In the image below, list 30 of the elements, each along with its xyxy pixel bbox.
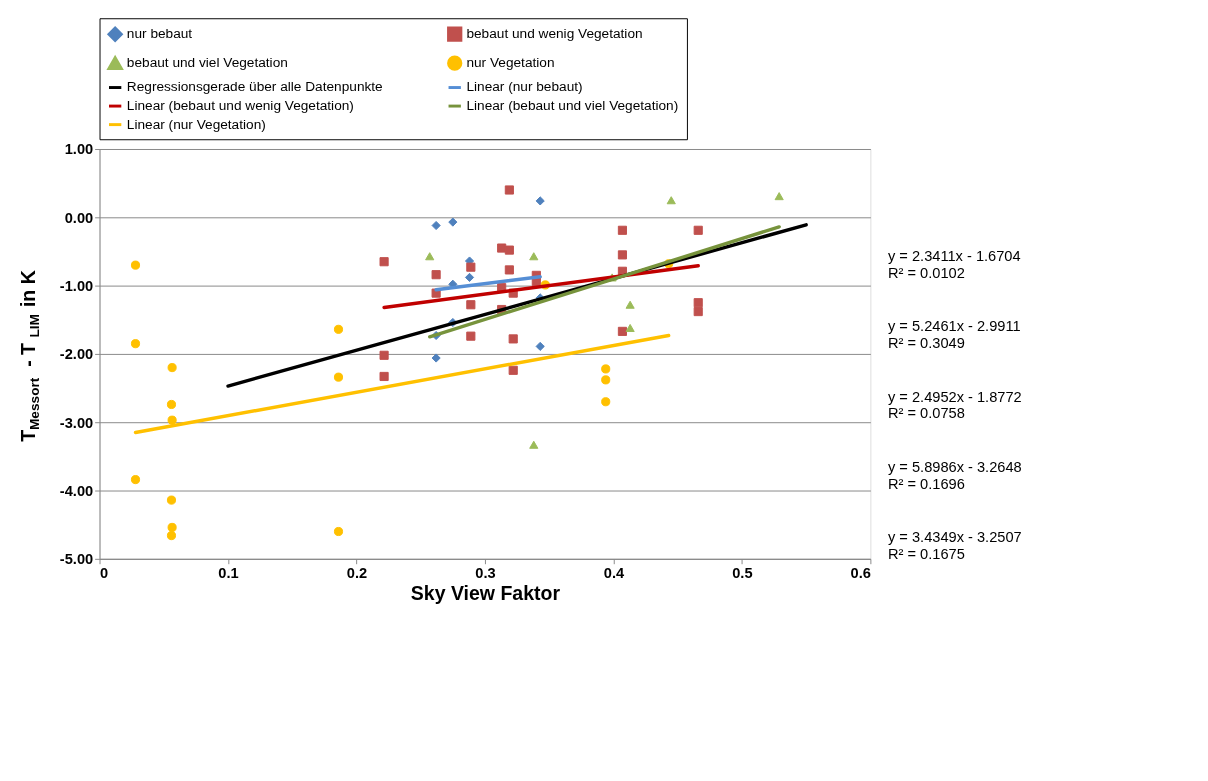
x-tick-label: 0.4 [603, 564, 625, 581]
y-tick-label: -2.00 [59, 346, 94, 363]
y-axis-title: TMessort - TLIM in K [17, 270, 43, 442]
text: y = 3.4349x - 3.2507 R² = 0.1675 [887, 529, 1022, 562]
legend-label: bebaut und viel Vegetation [126, 55, 288, 71]
y-tick-label: 1.00 [64, 141, 94, 158]
x-tick-label: 0.1 [218, 564, 239, 581]
legend-label: Linear (nur Vegetation) [126, 116, 266, 132]
x-axis-title: Sky View Faktor [410, 582, 561, 605]
legend-label: Linear (nur bebaut) [466, 79, 583, 95]
legend-label: bebaut und wenig Vegetation [466, 26, 643, 42]
legend-label: nur Vegetation [466, 55, 555, 71]
legend-label: nur bebaut [126, 26, 193, 42]
legend-label: Regressionsgerade über alle Datenpunkte [126, 79, 383, 95]
y-tick-label: 0.00 [64, 209, 94, 226]
x-tick-label: 0.2 [346, 564, 368, 581]
y-tick-label: -4.00 [59, 482, 94, 499]
y-tick-label: -3.00 [59, 414, 94, 431]
legend-label: Linear (bebaut und viel Vegetation) [466, 97, 679, 113]
text: y = 2.4952x - 1.8772 R² = 0.0758 [887, 388, 1022, 422]
x-tick-label: 0.6 [850, 564, 871, 581]
text: y = 5.2461x - 2.9911 R² = 0.3049 [887, 318, 1021, 352]
x-tick-label: 0 [100, 564, 109, 581]
y-tick-label: -1.00 [59, 277, 94, 294]
text: y = 2.3411x - 1.6704 R² = 0.0102 [887, 248, 1021, 281]
x-tick-label: 0.5 [732, 564, 753, 581]
text: y = 5.8986x - 3.2648 R² = 0.1696 [887, 458, 1022, 492]
legend-label: Linear (bebaut und wenig Vegetation) [126, 97, 354, 113]
y-tick-label: -5.00 [59, 551, 94, 568]
x-tick-label: 0.3 [475, 564, 496, 581]
